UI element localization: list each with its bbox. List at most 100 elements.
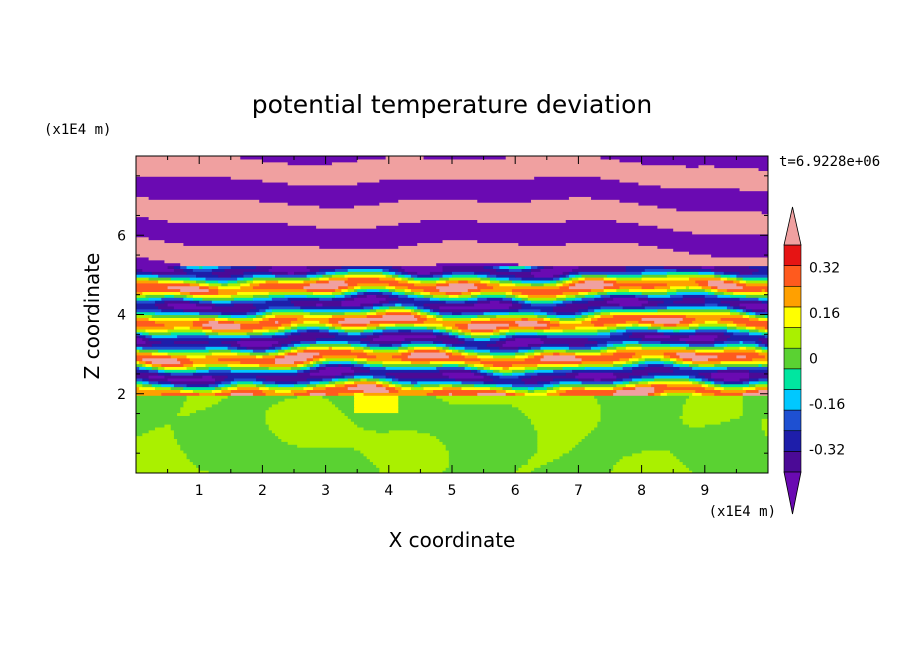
heatmap-cell <box>136 441 178 445</box>
heatmap-cell <box>521 279 551 284</box>
heatmap-cell <box>616 323 633 327</box>
heatmap-cell <box>486 274 497 278</box>
heatmap-cell <box>385 386 396 391</box>
heatmap-cell <box>306 357 314 362</box>
heatmap-cell <box>600 176 768 180</box>
heatmap-cell <box>303 279 317 284</box>
heatmap-cell <box>154 386 172 391</box>
colorbar-band <box>783 306 802 328</box>
heatmap-cell <box>170 354 188 359</box>
heatmap-cell <box>600 409 684 414</box>
heatmap-cell <box>559 317 576 321</box>
heatmap-cell <box>145 340 162 344</box>
heatmap-cell <box>565 279 573 284</box>
heatmap-cell <box>240 326 263 330</box>
heatmap-cell <box>136 418 267 422</box>
heatmap-cell <box>470 320 516 324</box>
heatmap-cell <box>493 331 500 336</box>
heatmap-cell <box>489 300 500 304</box>
heatmap-cell <box>445 300 466 304</box>
heatmap-cell <box>736 274 768 278</box>
heatmap-cell <box>613 380 624 385</box>
heatmap-cell <box>189 357 219 362</box>
heatmap-cell <box>714 271 725 275</box>
heatmap-cell <box>252 302 295 307</box>
heatmap-cell <box>192 268 213 272</box>
heatmap-cell <box>256 354 263 359</box>
heatmap-cell <box>379 467 447 471</box>
heatmap-cell <box>572 300 589 304</box>
heatmap-cell <box>534 426 595 431</box>
heatmap-cell <box>442 265 485 269</box>
heatmap-cell <box>404 291 415 295</box>
heatmap-cell <box>354 375 374 379</box>
heatmap-cell <box>692 357 709 362</box>
heatmap-cell <box>287 297 320 301</box>
heatmap-cell <box>464 346 478 350</box>
heatmap-cell <box>689 334 719 339</box>
heatmap-cell <box>442 340 466 344</box>
heatmap-cell <box>136 282 191 287</box>
heatmap-cell <box>423 294 434 298</box>
heatmap-cell <box>742 314 750 318</box>
heatmap-cell <box>164 366 188 370</box>
colorbar-label: -0.32 <box>809 442 845 458</box>
heatmap-cell <box>183 268 194 272</box>
heatmap-cell <box>319 328 330 333</box>
heatmap-cell <box>641 277 690 281</box>
heatmap-cell <box>521 377 554 382</box>
heatmap-cell <box>136 357 143 362</box>
heatmap-cell <box>344 274 387 278</box>
heatmap-cell <box>136 184 662 189</box>
heatmap-cell <box>433 308 440 313</box>
heatmap-cell <box>256 377 267 382</box>
heatmap-cell <box>287 346 292 350</box>
heatmap-cell <box>262 314 267 318</box>
heatmap-cell <box>546 392 561 396</box>
heatmap-cell <box>426 392 450 396</box>
heatmap-cell <box>452 274 478 278</box>
heatmap-cell <box>259 363 298 367</box>
heatmap-cell <box>136 210 763 215</box>
heatmap-cell <box>638 380 649 385</box>
heatmap-cell <box>429 305 440 310</box>
heatmap-cell <box>268 291 314 295</box>
heatmap-cell <box>136 449 184 454</box>
heatmap-cell <box>331 314 368 318</box>
heatmap-cell <box>436 279 447 284</box>
heatmap-cell <box>395 277 403 281</box>
heatmap-cell <box>755 349 763 353</box>
heatmap-cell <box>635 386 655 391</box>
heatmap-cell <box>689 251 768 255</box>
heatmap-cell <box>398 268 406 272</box>
heatmap-cell <box>148 216 768 220</box>
heatmap-cell <box>338 406 355 411</box>
heatmap-cell <box>502 343 529 347</box>
heatmap-cell <box>366 311 377 316</box>
heatmap-cell <box>407 271 418 275</box>
heatmap-cell <box>347 282 358 287</box>
heatmap-cell <box>316 302 324 307</box>
heatmap-cell <box>151 314 219 318</box>
heatmap-cell <box>221 282 229 287</box>
heatmap-cell <box>568 196 592 200</box>
heatmap-cell <box>448 400 598 405</box>
heatmap-cell <box>496 389 507 393</box>
heatmap-cell <box>717 320 734 324</box>
heatmap-cell <box>534 424 598 428</box>
heatmap-cell <box>429 297 440 301</box>
heatmap-cell <box>477 219 567 223</box>
heatmap-cell <box>736 323 747 327</box>
heatmap-cell <box>619 158 768 163</box>
heatmap-cell <box>331 400 355 405</box>
heatmap-cell <box>565 219 617 223</box>
heatmap-cell <box>328 326 336 330</box>
heatmap-cell <box>594 426 763 431</box>
heatmap-cell <box>382 363 444 367</box>
colorbar-band <box>783 389 802 411</box>
heatmap-cell <box>515 354 529 359</box>
heatmap-cell <box>237 279 248 284</box>
heatmap-cell <box>578 271 643 275</box>
heatmap-cell <box>414 383 421 388</box>
heatmap-cell <box>480 360 583 365</box>
